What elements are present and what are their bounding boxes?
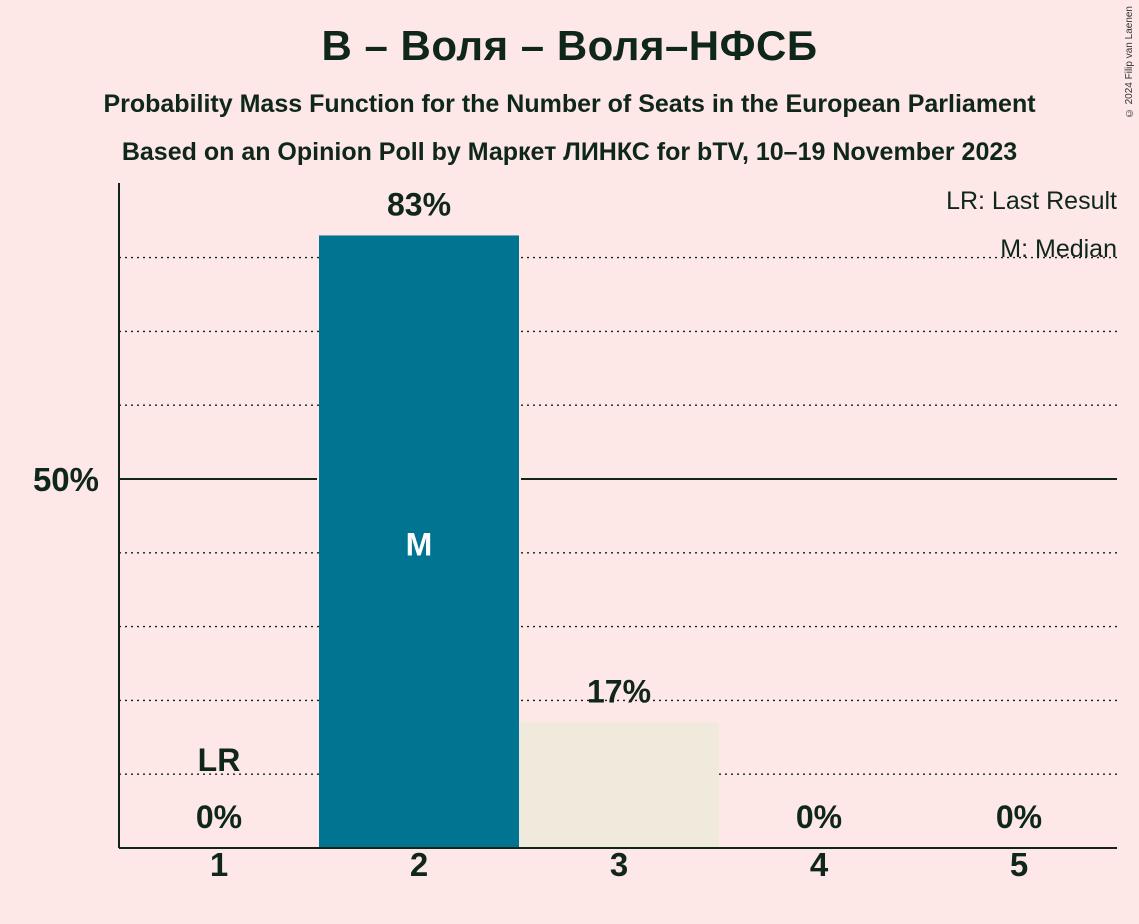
chart-subtitle-2: Based on an Opinion Poll by Маркет ЛИНКС… (121, 138, 1018, 166)
chart-title: В – Воля – Воля–НФСБ (321, 22, 818, 69)
x-tick-label-2: 2 (410, 846, 428, 883)
bars (317, 235, 719, 848)
value-label-3: 17% (587, 674, 651, 710)
x-tick-label-3: 3 (610, 846, 628, 883)
y-tick-label-50: 50% (33, 461, 99, 498)
value-label-4: 0% (796, 799, 842, 835)
bar-2 (319, 235, 519, 848)
x-tick-label-1: 1 (210, 846, 228, 883)
legend-median: M: Median (1000, 235, 1117, 263)
last-result-marker: LR (198, 742, 241, 778)
value-label-2: 83% (387, 186, 451, 222)
bar-3 (519, 722, 719, 848)
data-labels: 0% 1 LR 83% 2 M 17% 3 0% 4 0% 5 (196, 186, 1042, 883)
value-label-5: 0% (996, 799, 1042, 835)
chart-subtitle-1: Probability Mass Function for the Number… (103, 90, 1036, 118)
x-tick-label-5: 5 (1010, 846, 1028, 883)
value-label-1: 0% (196, 799, 242, 835)
x-tick-label-4: 4 (810, 846, 829, 883)
legend-last-result: LR: Last Result (946, 187, 1117, 215)
axes: 50% (33, 183, 1117, 849)
median-marker: M (406, 527, 433, 563)
